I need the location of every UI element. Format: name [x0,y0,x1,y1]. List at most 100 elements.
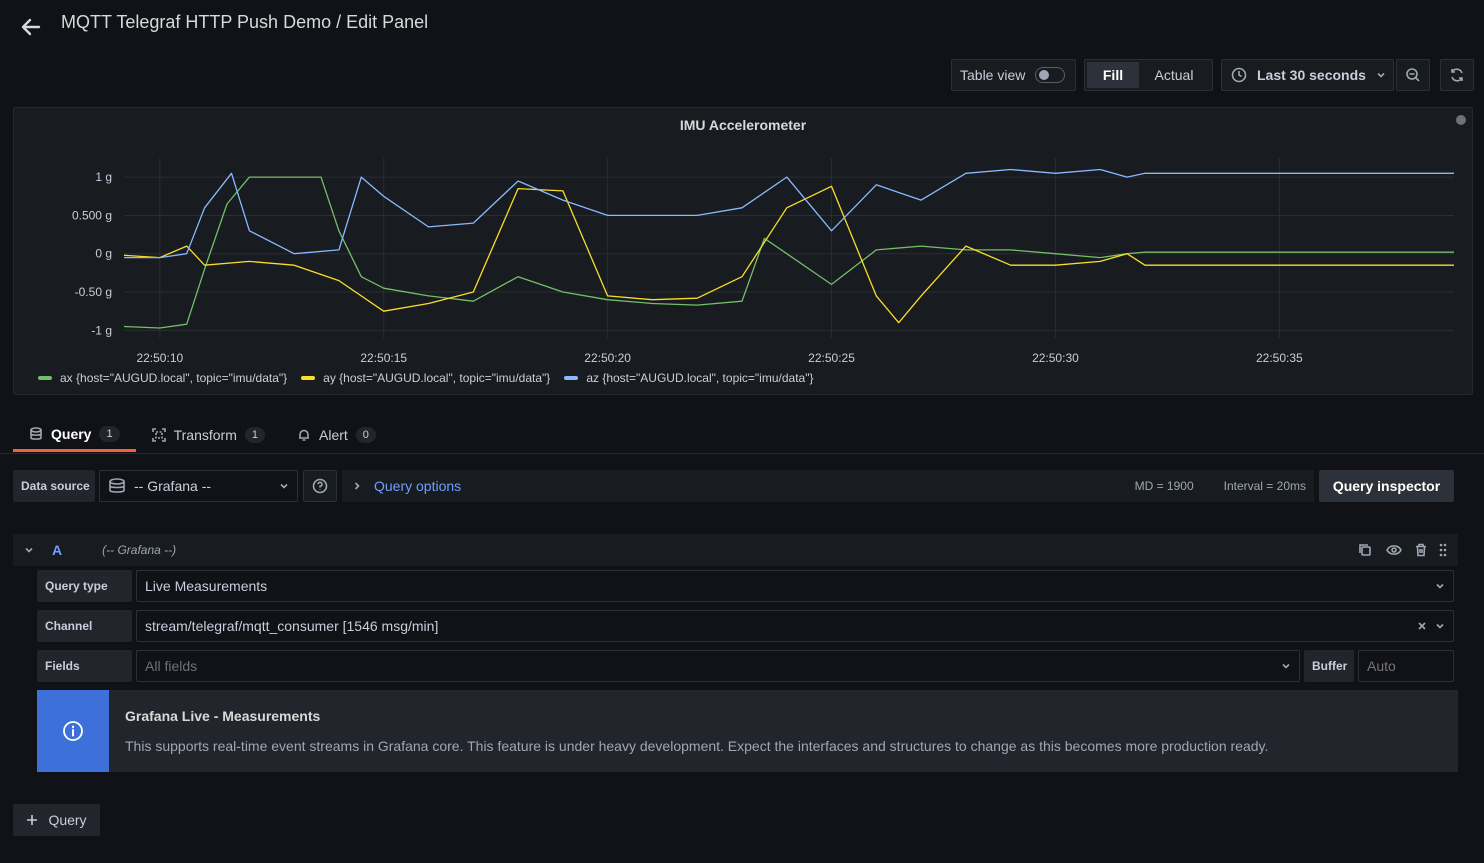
query-row-header: A (-- Grafana --) [13,534,1458,566]
legend-item-ax[interactable]: ax {host="AUGUD.local", topic="imu/data"… [38,371,287,385]
tab-query-count: 1 [99,425,120,442]
graph-panel: IMU Accelerometer 1 g 0.500 g 0 g -0.50 g -1… [13,107,1473,395]
panel-status-dot [1456,115,1466,125]
channel-label: Channel [37,610,132,642]
series-line-ax[interactable] [123,176,1454,329]
tab-transform[interactable]: Transform 1 [136,418,281,452]
refresh-button[interactable] [1440,59,1474,91]
info-circle-icon [63,721,83,741]
legend-label-az: az {host="AUGUD.local", topic="imu/data"… [586,371,814,385]
x-tick-label: 22:50:25 [808,351,855,363]
fill-actual-switch: Fill Actual [1084,59,1213,91]
add-query-label: Query [48,812,87,828]
chart-legend: ax {host="AUGUD.local", topic="imu/data"… [38,371,813,385]
copy-icon[interactable] [1358,543,1372,557]
tabs-divider [0,453,1484,454]
time-range-picker[interactable]: Last 30 seconds [1221,59,1394,91]
tab-alert-label: Alert [319,427,348,443]
legend-label-ay: ay {host="AUGUD.local", topic="imu/data"… [323,371,551,385]
chevron-down-icon [1282,663,1290,669]
legend-swatch-az [564,376,579,380]
info-alert-body: This supports real-time event streams in… [125,738,1269,754]
chart-plot[interactable]: 1 g 0.500 g 0 g -0.50 g -1 g 22:50:10 22:50:15… [14,108,1474,363]
channel-value: stream/telegraf/mqtt_consumer [1546 msg/… [145,618,439,634]
toggle-switch[interactable] [1035,67,1066,83]
fields-placeholder: All fields [145,658,198,674]
zoom-out-icon [1406,68,1420,82]
legend-item-az[interactable]: az {host="AUGUD.local", topic="imu/data"… [564,371,813,385]
tab-query-label: Query [51,425,92,442]
add-query-button[interactable]: Query [13,804,100,836]
clock-icon [1231,67,1247,83]
query-options-bar: Query options MD = 1900 Interval = 20ms [342,470,1314,502]
y-tick-label: 1 g [95,170,112,184]
zoom-out-button[interactable] [1396,59,1430,91]
legend-label-ax: ax {host="AUGUD.local", topic="imu/data"… [60,371,288,385]
query-type-select[interactable]: Live Measurements [136,570,1454,602]
buffer-label: Buffer [1304,650,1354,682]
datasource-help-button[interactable] [303,470,337,502]
query-datasource-hint: (-- Grafana --) [102,543,177,557]
database-icon [30,426,42,440]
chevron-down-icon [280,483,288,489]
info-alert-content: Grafana Live - Measurements This support… [109,690,1284,772]
table-view-toggle[interactable]: Table view [951,59,1076,91]
actual-button[interactable]: Actual [1154,67,1194,83]
fill-button[interactable]: Fill [1087,62,1139,88]
datasource-label: Data source [13,470,95,502]
info-alert: Grafana Live - Measurements This support… [37,690,1458,772]
datasource-value: -- Grafana -- [134,478,212,494]
arrow-left-icon [21,18,41,36]
clear-icon[interactable] [1417,621,1427,631]
chevron-down-icon [1436,623,1444,629]
drag-handle-icon[interactable] [1438,543,1448,557]
chevron-down-icon [1377,72,1385,78]
channel-select[interactable]: stream/telegraf/mqtt_consumer [1546 msg/… [136,610,1454,642]
bell-icon [299,429,309,441]
plus-icon [27,815,38,825]
buffer-input[interactable] [1358,650,1454,682]
chevron-down-icon [1436,583,1444,589]
query-inspector-button[interactable]: Query inspector [1319,470,1454,502]
trash-icon[interactable] [1414,543,1428,557]
question-circle-icon [312,478,328,494]
query-options-link[interactable]: Query options [374,478,462,494]
x-tick-label: 22:50:15 [360,351,407,363]
back-button[interactable] [18,14,44,40]
x-tick-label: 22:50:20 [584,351,631,363]
legend-swatch-ay [301,376,316,380]
query-interval: Interval = 20ms [1223,479,1306,493]
x-tick-label: 22:50:30 [1032,351,1079,363]
y-tick-label: -0.50 g [75,285,112,299]
legend-swatch-ax [38,376,52,380]
x-tick-label: 22:50:10 [136,351,183,363]
table-view-label: Table view [960,67,1026,83]
chevron-right-icon[interactable] [352,481,362,491]
time-range-label: Last 30 seconds [1257,67,1366,83]
series-line-az[interactable] [124,168,1454,259]
fields-select[interactable]: All fields [136,650,1300,682]
page-title: MQTT Telegraf HTTP Push Demo / Edit Pane… [61,12,429,32]
tab-alert-count: 0 [355,427,376,443]
series-line-ay[interactable] [123,185,1454,324]
y-tick-label: 0 g [95,247,112,261]
refresh-icon [1451,68,1463,82]
datasource-picker[interactable]: -- Grafana -- [99,470,298,502]
info-alert-title: Grafana Live - Measurements [125,708,321,724]
query-type-label: Query type [37,570,132,602]
tab-alert[interactable]: Alert 0 [281,418,392,452]
transform-icon [151,428,166,442]
chevron-down-icon[interactable] [24,545,34,555]
editor-tabs: Query 1 Transform 1 Alert 0 [13,418,392,454]
database-icon [109,478,125,493]
y-tick-label: -1 g [91,323,112,337]
legend-item-ay[interactable]: ay {host="AUGUD.local", topic="imu/data"… [301,371,550,385]
max-data-points: MD = 1900 [1134,479,1194,493]
eye-icon[interactable] [1386,543,1402,557]
fields-label: Fields [37,650,132,682]
x-tick-label: 22:50:35 [1256,351,1303,363]
panel-title: IMU Accelerometer [679,117,807,133]
query-type-value: Live Measurements [145,578,268,594]
query-ref-id[interactable]: A [52,542,63,558]
tab-query[interactable]: Query 1 [13,418,136,452]
